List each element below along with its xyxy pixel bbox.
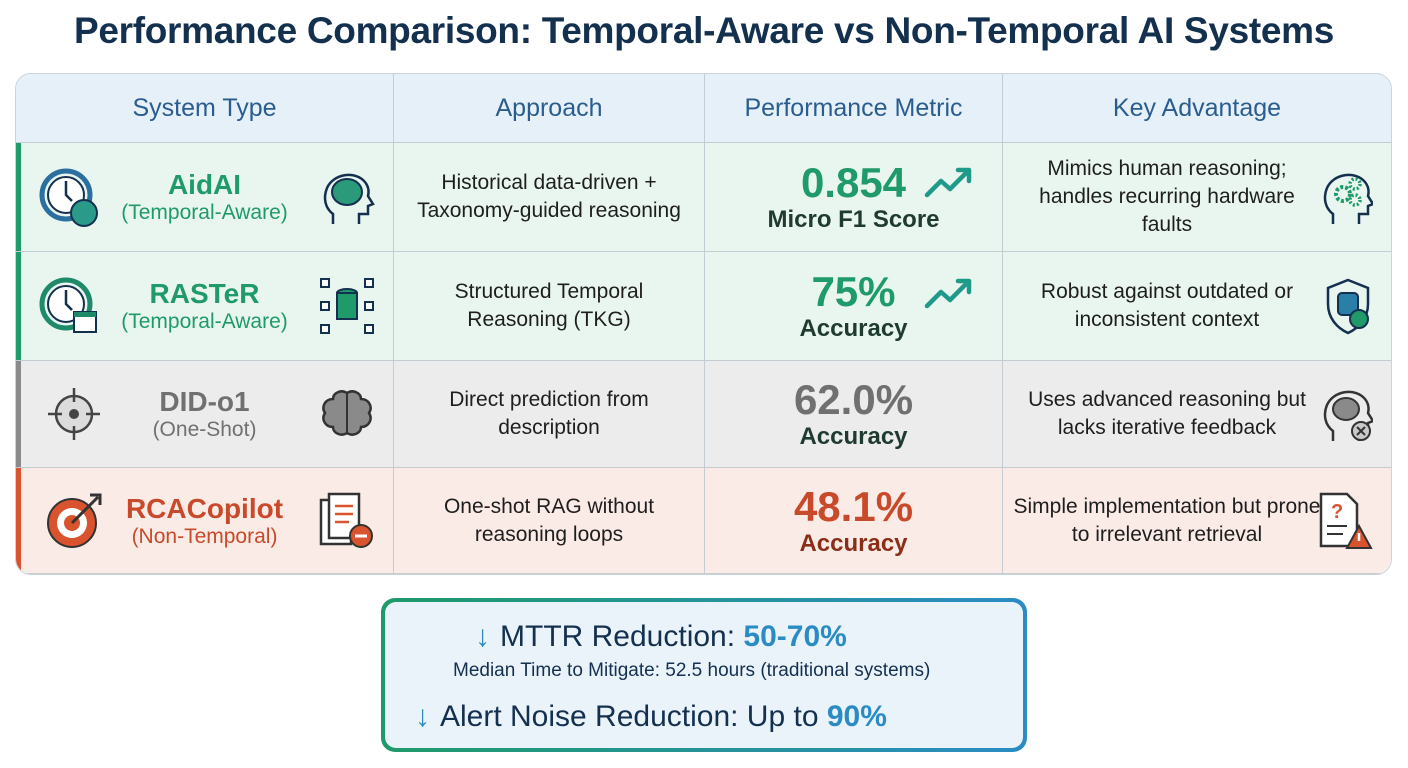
advantage-cell: Robust against outdated or inconsistent …: [1003, 252, 1391, 361]
system-cell-rcacopilot: RCACopilot (Non-Temporal): [16, 468, 394, 574]
metric-value: 0.854: [800, 159, 907, 206]
system-cell-aidai: AidAI (Temporal-Aware): [16, 143, 394, 252]
approach-text: Direct prediction from description: [449, 388, 649, 439]
header-approach: Approach: [394, 74, 705, 143]
head-brain-icon: [323, 173, 375, 224]
system-cell-did-o1: DID-o1 (One-Shot): [16, 361, 394, 468]
approach-text: Structured Temporal Reasoning (TKG): [454, 280, 644, 331]
metric-cell: 62.0% Accuracy: [705, 361, 1003, 468]
down-arrow-icon: ↓: [475, 620, 490, 653]
page-title: Performance Comparison: Temporal-Aware v…: [73, 10, 1335, 51]
trend-up-icon: [924, 167, 972, 198]
noise-label: Alert Noise Reduction: Up to: [440, 700, 827, 733]
system-category: (Temporal-Aware): [121, 310, 288, 333]
svg-text:?: ?: [1331, 501, 1343, 523]
head-gears-icon: [1323, 173, 1373, 224]
summary-box: ↓ MTTR Reduction: 50-70% Median Time to M…: [381, 598, 1027, 752]
advantage-cell: Uses advanced reasoning but lacks iterat…: [1003, 361, 1391, 468]
approach-cell: Direct prediction from description: [394, 361, 705, 468]
shield-database-icon: [1326, 278, 1370, 335]
approach-text: One-shot RAG without reasoning loops: [443, 494, 655, 546]
metric-label: Accuracy: [799, 423, 908, 450]
mttr-value: 50-70%: [743, 620, 847, 653]
trend-up-icon: [924, 278, 972, 309]
metric-cell: 75% Accuracy: [705, 252, 1003, 361]
down-arrow-icon: ↓: [415, 700, 430, 733]
system-name: RCACopilot: [125, 492, 284, 524]
metric-value: 62.0%: [793, 376, 914, 423]
approach-cell: Structured Temporal Reasoning (TKG): [394, 252, 705, 361]
header-system-type: System Type: [16, 74, 394, 143]
system-category: (Non-Temporal): [131, 524, 278, 548]
database-network-icon: [320, 278, 374, 334]
alert-noise-reduction: ↓ Alert Noise Reduction: Up to 90%: [415, 700, 887, 734]
advantage-cell: Mimics human reasoning; handles recurrin…: [1003, 143, 1391, 252]
comparison-table: System Type Approach Performance Metric …: [15, 73, 1392, 575]
approach-cell: One-shot RAG without reasoning loops: [394, 468, 705, 574]
clock-calendar-icon: [39, 277, 97, 333]
mttr-reduction: ↓ MTTR Reduction: 50-70%: [475, 620, 847, 654]
metric-cell: 0.854 Micro F1 Score: [705, 143, 1003, 252]
metric-value: 75%: [811, 268, 896, 315]
system-cell-raster: RASTeR (Temporal-Aware): [16, 252, 394, 361]
head-brain-x-icon: [1323, 390, 1373, 441]
system-name: DID-o1: [159, 386, 250, 417]
target-arrow-icon: [47, 493, 102, 548]
mttr-label: MTTR Reduction:: [500, 620, 744, 653]
advantage-text: Mimics human reasoning; handles recurrin…: [1039, 157, 1295, 236]
system-name: AidAI: [167, 169, 242, 200]
approach-cell: Historical data-driven + Taxonomy-guided…: [394, 143, 705, 252]
metric-label: Accuracy: [799, 529, 908, 557]
advantage-text: Robust against outdated or inconsistent …: [1040, 280, 1294, 331]
header-performance-metric: Performance Metric: [705, 74, 1003, 143]
approach-text: Historical data-driven + Taxonomy-guided…: [417, 171, 681, 222]
document-warning-icon: ?: [1319, 492, 1373, 549]
metric-label: Micro F1 Score: [767, 206, 940, 233]
header-key-advantage: Key Advantage: [1003, 74, 1391, 143]
system-name: RASTeR: [149, 278, 260, 309]
median-note: Median Time to Mitigate: 52.5 hours (tra…: [453, 660, 931, 681]
system-category: (One-Shot): [152, 418, 257, 441]
advantage-cell: Simple implementation but prone to irrel…: [1003, 468, 1391, 574]
system-category: (Temporal-Aware): [121, 201, 288, 224]
document-minus-icon: [319, 492, 373, 548]
advantage-text: Simple implementation but prone to irrel…: [1013, 494, 1321, 546]
advantage-text: Uses advanced reasoning but lacks iterat…: [1028, 388, 1306, 439]
metric-value: 48.1%: [793, 482, 914, 530]
noise-value: 90%: [826, 700, 887, 733]
crosshair-icon: [48, 388, 100, 440]
brain-icon: [322, 390, 372, 436]
metric-cell: 48.1% Accuracy: [705, 468, 1003, 574]
metric-label: Accuracy: [799, 315, 908, 342]
clock-brain-icon: [39, 168, 98, 227]
